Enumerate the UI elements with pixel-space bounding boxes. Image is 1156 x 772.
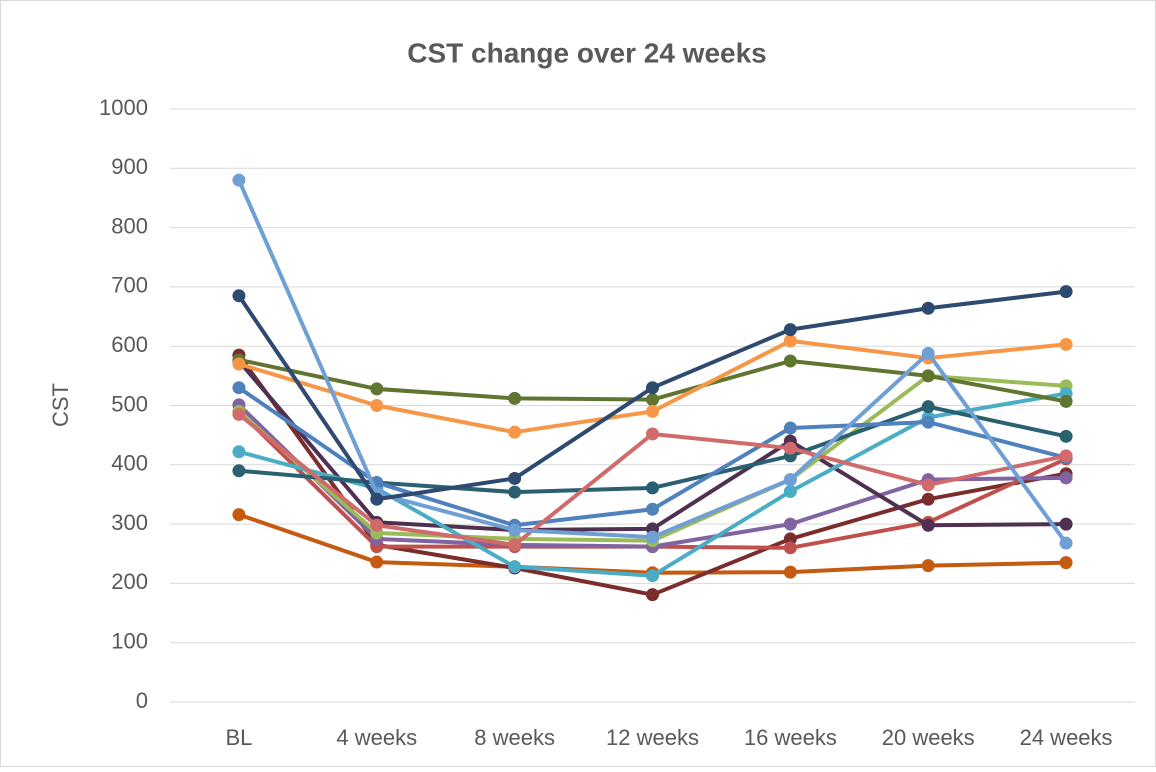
y-tick-label: 100 (111, 629, 148, 654)
y-tick-label: 300 (111, 510, 148, 535)
series-marker (232, 173, 246, 187)
y-tick-label: 0 (136, 688, 148, 713)
series-marker (232, 445, 246, 459)
series-marker (370, 492, 384, 506)
series-marker (783, 532, 797, 546)
x-tick-label: 4 weeks (336, 725, 417, 750)
series-marker (921, 400, 935, 414)
series-marker (232, 464, 246, 478)
series-marker (232, 381, 246, 395)
x-tick-label: 20 weeks (882, 725, 975, 750)
series-marker (508, 391, 522, 405)
series-marker (508, 523, 522, 537)
series-marker (1059, 285, 1073, 299)
series-marker (783, 334, 797, 348)
series-marker (1059, 337, 1073, 351)
y-tick-label: 200 (111, 569, 148, 594)
y-tick-label: 600 (111, 332, 148, 357)
series-marker (1059, 471, 1073, 485)
series-marker (646, 393, 659, 407)
series-marker (921, 415, 935, 429)
series-marker (646, 427, 659, 441)
series-marker (646, 381, 659, 395)
series-marker (646, 530, 659, 544)
series-marker (921, 301, 935, 315)
y-tick-label: 700 (111, 273, 148, 298)
y-tick-label: 1000 (99, 95, 148, 120)
series-marker (646, 502, 659, 516)
series-marker (921, 559, 935, 573)
series-marker (232, 508, 246, 522)
series-marker (921, 518, 935, 532)
series-marker (508, 485, 522, 499)
y-tick-label: 500 (111, 391, 148, 416)
series-marker (1059, 517, 1073, 531)
series-marker (508, 471, 522, 485)
series-marker (646, 588, 659, 602)
series-marker (370, 518, 384, 532)
y-axis-label: CST (48, 383, 73, 427)
y-tick-label: 800 (111, 213, 148, 238)
series-marker (921, 346, 935, 360)
x-tick-label: 16 weeks (744, 725, 837, 750)
series-marker (783, 565, 797, 579)
chart-title: CST change over 24 weeks (407, 37, 767, 68)
x-tick-label: BL (225, 725, 252, 750)
series-marker (646, 569, 659, 583)
series-marker (1059, 536, 1073, 550)
series-marker (1059, 429, 1073, 443)
series-marker (783, 354, 797, 368)
series-marker (370, 382, 384, 396)
series-marker (232, 407, 246, 421)
series-marker (783, 473, 797, 487)
series-marker (783, 484, 797, 498)
series-marker (508, 425, 522, 439)
series-marker (783, 541, 797, 555)
series-marker (783, 517, 797, 531)
y-tick-label: 900 (111, 154, 148, 179)
series-marker (232, 289, 246, 303)
series-marker (921, 369, 935, 383)
series-marker (646, 404, 659, 418)
y-tick-label: 400 (111, 451, 148, 476)
x-tick-label: 24 weeks (1020, 725, 1113, 750)
series-marker (370, 399, 384, 412)
series-marker (783, 441, 797, 455)
series-marker (508, 560, 522, 574)
x-tick-label: 8 weeks (474, 725, 555, 750)
series-marker (646, 481, 659, 495)
series-marker (508, 538, 522, 552)
x-tick-label: 12 weeks (606, 725, 699, 750)
series-marker (370, 555, 384, 569)
series-marker (921, 478, 935, 492)
series-marker (1059, 556, 1073, 570)
series-marker (1059, 394, 1073, 408)
series-marker (921, 492, 935, 506)
series-marker (783, 323, 797, 337)
series-marker (783, 421, 797, 435)
series-marker (232, 357, 246, 371)
series-marker (1059, 449, 1073, 463)
